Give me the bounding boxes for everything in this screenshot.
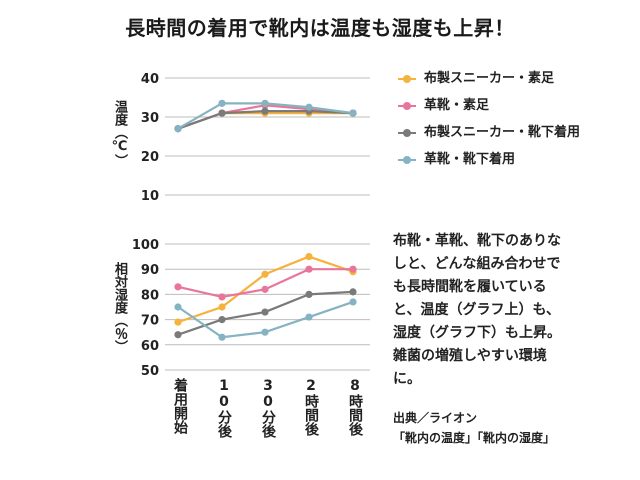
humidity-point-0-3 bbox=[305, 253, 313, 261]
temp-tick-label: 20 bbox=[141, 150, 159, 165]
legend-item-fabric-bare: 布製スニーカー・素足 bbox=[398, 70, 598, 87]
humidity-tick-label: 100 bbox=[132, 238, 159, 253]
legend-label: 革靴・素足 bbox=[424, 98, 490, 113]
humidity-axis-label: 相対湿度（％） bbox=[112, 262, 127, 353]
temp-point-3-4 bbox=[349, 109, 357, 117]
humidity-tick-label: 80 bbox=[141, 288, 159, 303]
legend-item-leather-bare: 革靴・素足 bbox=[398, 97, 598, 114]
source-line-2: 「靴内の温度」「靴内の湿度」 bbox=[393, 431, 556, 445]
humidity-point-1-3 bbox=[305, 265, 313, 273]
chart-title: 長時間の着用で靴内は温度も湿度も上昇！ bbox=[125, 16, 515, 40]
temp-tick-label: 30 bbox=[141, 111, 159, 126]
legend-item-leather-socks: 革靴・靴下着用 bbox=[398, 151, 598, 168]
humidity-point-2-0 bbox=[174, 331, 182, 339]
legend-item-fabric-socks: 布製スニーカー・靴下着用 bbox=[398, 124, 598, 141]
humidity-tick-label: 60 bbox=[141, 339, 159, 354]
temp-point-3-2 bbox=[261, 99, 269, 107]
humidity-point-3-3 bbox=[305, 313, 313, 321]
source-line-1: 出典／ライオン bbox=[393, 411, 478, 425]
temp-tick-label: 40 bbox=[141, 72, 159, 87]
x-category-4: 8時間後 bbox=[347, 378, 363, 436]
humidity-point-2-4 bbox=[349, 288, 357, 296]
x-category-1: 10分後 bbox=[216, 378, 232, 438]
humidity-point-3-0 bbox=[174, 303, 182, 311]
humidity-point-1-4 bbox=[349, 265, 357, 273]
temp-point-2-2 bbox=[261, 107, 269, 115]
explanation-note: 布靴・革靴、靴下のありなしと、どんな組み合わせでも長時間靴を履いていると、温度（… bbox=[393, 233, 561, 387]
legend-swatch bbox=[398, 75, 416, 83]
temp-point-3-1 bbox=[218, 99, 226, 107]
humidity-point-0-2 bbox=[261, 270, 269, 278]
legend-swatch bbox=[398, 102, 416, 110]
humidity-tick-label: 70 bbox=[141, 314, 159, 329]
humidity-point-1-0 bbox=[174, 283, 182, 291]
humidity-point-2-2 bbox=[261, 308, 269, 316]
humidity-point-2-3 bbox=[305, 290, 313, 298]
humidity-point-3-4 bbox=[349, 298, 357, 306]
humidity-tick-label: 50 bbox=[141, 364, 159, 379]
source-credit: 出典／ライオン 「靴内の温度」「靴内の湿度」 bbox=[393, 408, 593, 448]
legend-label: 革靴・靴下着用 bbox=[424, 152, 516, 167]
humidity-point-0-1 bbox=[218, 303, 226, 311]
temp-point-3-3 bbox=[305, 103, 313, 111]
humidity-point-2-1 bbox=[218, 316, 226, 324]
temp-tick-label: 10 bbox=[141, 189, 159, 204]
legend-label: 布製スニーカー・素足 bbox=[424, 71, 555, 86]
legend-swatch bbox=[398, 156, 416, 164]
humidity-point-1-1 bbox=[218, 293, 226, 301]
legend-label: 布製スニーカー・靴下着用 bbox=[424, 125, 581, 140]
humidity-tick-label: 90 bbox=[141, 263, 159, 278]
humidity-point-3-2 bbox=[261, 328, 269, 336]
temperature-chart: 10 20 30 40 bbox=[141, 72, 370, 204]
temp-point-3-0 bbox=[174, 125, 182, 133]
temperature-axis-label: 温度（℃） bbox=[112, 100, 127, 167]
x-category-0: 着用開始 bbox=[172, 378, 188, 434]
legend: 布製スニーカー・素足 革靴・素足 布製スニーカー・靴下着用 革靴・靴下着用 bbox=[398, 70, 598, 178]
humidity-point-1-2 bbox=[261, 285, 269, 293]
humidity-point-3-1 bbox=[218, 333, 226, 341]
humidity-chart: 50 60 70 80 90 100 bbox=[132, 238, 370, 379]
temp-point-2-1 bbox=[218, 109, 226, 117]
legend-swatch bbox=[398, 129, 416, 137]
x-category-2: 30分後 bbox=[260, 378, 276, 438]
humidity-point-0-0 bbox=[174, 318, 182, 326]
x-category-3: 2時間後 bbox=[303, 378, 319, 436]
